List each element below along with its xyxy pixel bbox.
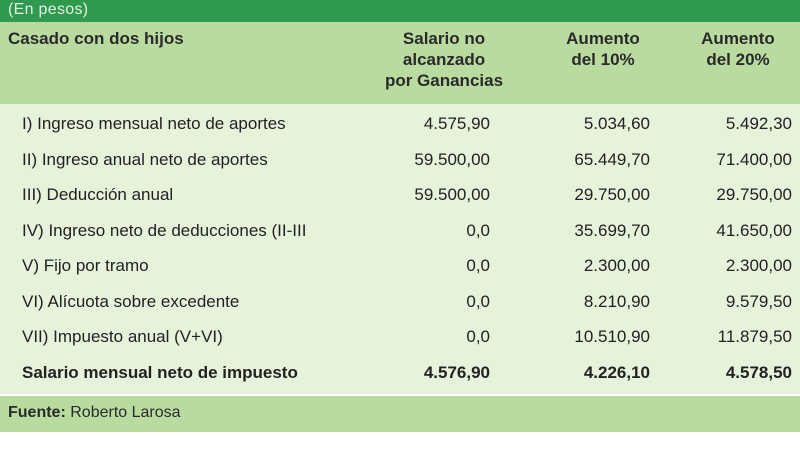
table-body-background bbox=[0, 104, 800, 394]
cell-aumento-20: 5.492,30 bbox=[725, 114, 792, 133]
row-label: II) Ingreso anual neto de aportes bbox=[22, 149, 268, 169]
cell-salario: 0,0 bbox=[466, 256, 490, 275]
cell-aumento-20: 41.650,00 bbox=[716, 220, 792, 240]
cell-salario: 59.500,00 bbox=[414, 149, 490, 169]
cell-aumento-20: 2.300,00 bbox=[725, 256, 792, 275]
cell-salario: 4.576,90 bbox=[423, 362, 490, 382]
title-band: (En pesos) bbox=[0, 0, 800, 22]
cell-aumento-10: 5.034,60 bbox=[583, 114, 650, 133]
cell-aumento-10: 29.750,00 bbox=[574, 185, 650, 204]
table-row: III) Deducción anual 59.500,00 29.750,00… bbox=[0, 181, 800, 217]
table-footer: Fuente: Roberto Larosa bbox=[0, 396, 800, 432]
cell-aumento-20: 4.578,50 bbox=[725, 362, 792, 382]
header-col-aumento-10-line: Aumento bbox=[566, 29, 640, 48]
cell-aumento-10: 2.300,00 bbox=[583, 256, 650, 275]
row-label: VI) Alícuota sobre excedente bbox=[22, 291, 240, 311]
table-row: VII) Impuesto anual (V+VI) 0,0 10.510,90… bbox=[0, 323, 800, 359]
row-label: III) Deducción anual bbox=[22, 185, 174, 204]
header-col-salario-line: por Ganancias bbox=[384, 71, 504, 90]
row-label: IV) Ingreso neto de deducciones (II-III bbox=[22, 220, 307, 240]
cell-aumento-10: 4.226,10 bbox=[583, 362, 650, 382]
cell-aumento-20: 9.579,50 bbox=[725, 291, 792, 311]
table-body: I) Ingreso mensual neto de aportes 4.575… bbox=[0, 110, 800, 394]
table-row-total: Salario mensual neto de impuesto 4.576,9… bbox=[0, 359, 800, 395]
table-row: V) Fijo por tramo 0,0 2.300,00 2.300,00 bbox=[0, 252, 800, 288]
table-row: I) Ingreso mensual neto de aportes 4.575… bbox=[0, 110, 800, 146]
row-label: VII) Impuesto anual (V+VI) bbox=[22, 327, 223, 346]
header-col-salario: Salario no alcanzado por Ganancias bbox=[360, 28, 528, 91]
cell-aumento-10: 10.510,90 bbox=[574, 327, 650, 346]
header-col-aumento-20: Aumento del 20% bbox=[676, 28, 800, 70]
table-row: IV) Ingreso neto de deducciones (II-III … bbox=[0, 217, 800, 253]
cell-aumento-20: 29.750,00 bbox=[716, 185, 792, 204]
row-label: V) Fijo por tramo bbox=[22, 256, 149, 275]
cell-salario: 4.575,90 bbox=[423, 114, 490, 133]
cell-aumento-10: 35.699,70 bbox=[574, 220, 650, 240]
cell-aumento-20: 11.879,50 bbox=[717, 327, 792, 346]
source-line: Fuente: Roberto Larosa bbox=[8, 404, 181, 422]
cell-aumento-10: 8.210,90 bbox=[583, 291, 650, 311]
header-label: Casado con dos hijos bbox=[8, 29, 184, 48]
header-col-aumento-20-line: del 20% bbox=[706, 50, 770, 69]
cell-aumento-10: 65.449,70 bbox=[574, 149, 650, 169]
header-col-aumento-20-line: Aumento bbox=[701, 29, 775, 48]
cell-salario: 0,0 bbox=[466, 291, 490, 311]
source-label: Fuente: bbox=[8, 404, 66, 421]
cell-salario: 0,0 bbox=[466, 327, 490, 346]
header-col-aumento-10-line: del 10% bbox=[571, 50, 635, 69]
table-row: II) Ingreso anual neto de aportes 59.500… bbox=[0, 146, 800, 182]
row-label: I) Ingreso mensual neto de aportes bbox=[22, 114, 286, 133]
table-row: VI) Alícuota sobre excedente 0,0 8.210,9… bbox=[0, 288, 800, 324]
header-col-salario-line: Salario no bbox=[402, 29, 486, 48]
header-col-aumento-10: Aumento del 10% bbox=[540, 28, 666, 70]
row-label: Salario mensual neto de impuesto bbox=[22, 362, 298, 382]
table-header: Casado con dos hijos Salario no alcanzad… bbox=[0, 22, 800, 104]
cell-salario: 59.500,00 bbox=[414, 185, 490, 204]
cell-salario: 0,0 bbox=[466, 220, 490, 240]
table-subtitle: (En pesos) bbox=[8, 1, 89, 18]
source-value: Roberto Larosa bbox=[70, 404, 181, 421]
cell-aumento-20: 71.400,00 bbox=[716, 149, 792, 169]
header-col-salario-line: alcanzado bbox=[402, 50, 486, 69]
